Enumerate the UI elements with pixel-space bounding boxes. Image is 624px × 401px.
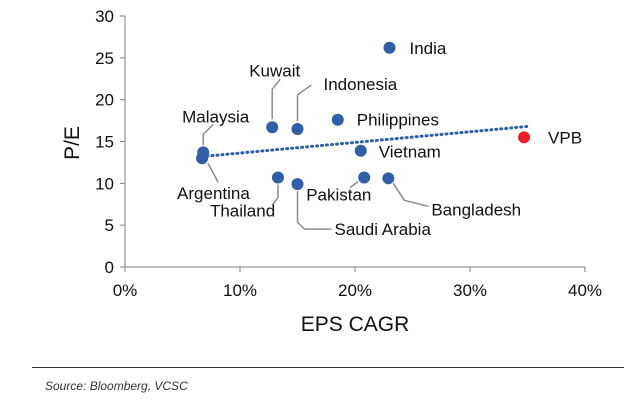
y-tick-label: 15: [95, 133, 114, 152]
y-tick-label: 25: [95, 49, 114, 68]
x-tick-label: 20%: [338, 281, 372, 300]
y-axis-title: P/E: [61, 126, 84, 160]
point-pakistan: [358, 171, 371, 184]
point-philippines: [331, 113, 344, 126]
leader-bangladesh: [392, 182, 429, 208]
point-kuwait: [266, 121, 279, 134]
data-points: [196, 41, 531, 191]
point-indonesia: [291, 122, 304, 135]
leader-malaysia: [202, 123, 214, 146]
trendline-layer: [200, 124, 529, 159]
y-tick-label: 30: [95, 7, 114, 26]
label-pakistan: Pakistan: [306, 185, 371, 204]
leader-saudi-arabia: [296, 191, 332, 230]
point-saudi-arabia: [291, 178, 304, 191]
label-kuwait: Kuwait: [249, 61, 300, 80]
source-note: Source: Bloomberg, VCSC: [45, 379, 188, 393]
y-tick-label: 10: [95, 174, 114, 193]
label-malaysia: Malaysia: [182, 107, 250, 126]
point-india: [383, 41, 396, 54]
label-vpb: VPB: [548, 128, 582, 147]
label-bangladesh: Bangladesh: [431, 200, 521, 219]
label-india: India: [410, 39, 447, 58]
x-tick-label: 10%: [223, 281, 257, 300]
label-indonesia: Indonesia: [324, 75, 398, 94]
label-philippines: Philippines: [357, 111, 439, 130]
source-divider: [32, 367, 624, 368]
y-tick-label: 20: [95, 91, 114, 110]
leader-indonesia: [296, 84, 312, 121]
label-thailand: Thailand: [210, 201, 275, 220]
point-vietnam: [354, 144, 367, 157]
label-vietnam: Vietnam: [379, 143, 441, 162]
label-argentina: Argentina: [177, 184, 250, 203]
x-tick-label: 30%: [453, 281, 487, 300]
label-saudi-arabia: Saudi Arabia: [335, 220, 432, 239]
y-tick-label: 5: [105, 216, 114, 235]
leader-argentina: [207, 162, 219, 183]
leader-pakistan: [349, 180, 359, 189]
trendline: [200, 124, 529, 159]
leader-kuwait: [271, 78, 281, 120]
axes: [120, 15, 586, 272]
point-argentina: [196, 152, 209, 165]
point-vpb: [518, 131, 531, 144]
x-axis-title: EPS CAGR: [301, 313, 410, 336]
point-labels: India Kuwait Indonesia Philippines Malaysia V…: [177, 39, 582, 239]
point-thailand: [271, 171, 284, 184]
leader-lines: [202, 78, 429, 230]
leader-thailand: [271, 184, 279, 206]
tick-labels: 0% 10% 20% 30% 40% 0 5 10 15 20 25 30: [95, 7, 602, 300]
point-bangladesh: [382, 172, 395, 185]
y-tick-label: 0: [105, 258, 114, 277]
x-tick-label: 40%: [568, 281, 602, 300]
x-tick-label: 0%: [113, 281, 138, 300]
